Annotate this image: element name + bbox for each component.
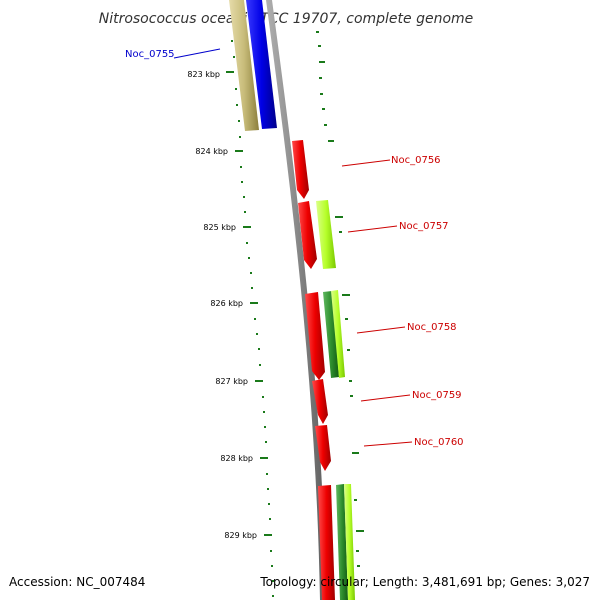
gene-label-noc-0757[interactable]: Noc_0757 — [399, 221, 449, 232]
feature-noc-0756 — [292, 140, 309, 199]
gene-labels: Noc_0755 Noc_0756 Noc_0757 Noc_0758 Noc_… — [125, 49, 464, 448]
tick-829 — [264, 534, 272, 536]
topology-label: Topology: circular; Length: 3,481,691 bp… — [259, 575, 590, 589]
tick-827 — [255, 380, 263, 382]
feature-noc-0758-b — [323, 291, 339, 378]
tick-label: 826 kbp — [210, 299, 243, 308]
gene-label-noc-0760[interactable]: Noc_0760 — [414, 437, 464, 448]
forward-strand-features — [292, 140, 355, 600]
feature-noc-0757 — [298, 201, 317, 269]
callout-noc-0760 — [363, 441, 413, 447]
tick-label: 828 kbp — [220, 454, 253, 463]
feature-noc-0759 — [312, 379, 328, 424]
feature-red-bottom — [318, 485, 335, 600]
reverse-strand-features — [229, 0, 277, 131]
feature-noc-0757-b — [316, 200, 336, 269]
tick-824 — [235, 150, 243, 152]
gene-label-noc-0755[interactable]: Noc_0755 — [125, 49, 175, 60]
callout-lines — [173, 48, 413, 447]
scale-ticks — [226, 71, 272, 536]
callout-noc-0756 — [341, 159, 391, 167]
tick-826 — [250, 302, 258, 304]
tick-label: 825 kbp — [203, 223, 236, 232]
callout-noc-0755 — [173, 48, 221, 59]
callout-noc-0757 — [347, 225, 398, 233]
feature-noc-0758 — [305, 292, 325, 380]
feature-olive — [229, 0, 259, 131]
accession-label: Accession: NC_007484 — [9, 575, 145, 589]
gene-label-noc-0756[interactable]: Noc_0756 — [391, 155, 441, 166]
gene-label-noc-0758[interactable]: Noc_0758 — [407, 322, 457, 333]
tick-823 — [226, 71, 234, 73]
feature-lime-bottom — [344, 484, 355, 600]
tick-825 — [243, 226, 251, 228]
callout-noc-0758 — [356, 326, 406, 334]
tick-label: 824 kbp — [195, 147, 228, 156]
map-title: Nitrosococcus oceani ATCC 19707, complet… — [99, 11, 474, 27]
feature-noc-0758-c — [331, 290, 345, 378]
tick-label: 823 kbp — [187, 70, 220, 79]
feature-noc-0755 — [246, 0, 277, 129]
outer-dashed-ring — [316, 31, 364, 567]
tick-label: 829 kbp — [224, 531, 257, 540]
tick-label: 827 kbp — [215, 377, 248, 386]
tick-828 — [260, 457, 268, 459]
callout-noc-0759 — [360, 394, 411, 402]
scale-labels: 823 kbp 824 kbp 825 kbp 826 kbp 827 kbp … — [187, 70, 257, 540]
inner-dotted-ring — [231, 40, 274, 597]
gene-label-noc-0759[interactable]: Noc_0759 — [412, 390, 462, 401]
feature-noc-0760 — [315, 425, 331, 471]
